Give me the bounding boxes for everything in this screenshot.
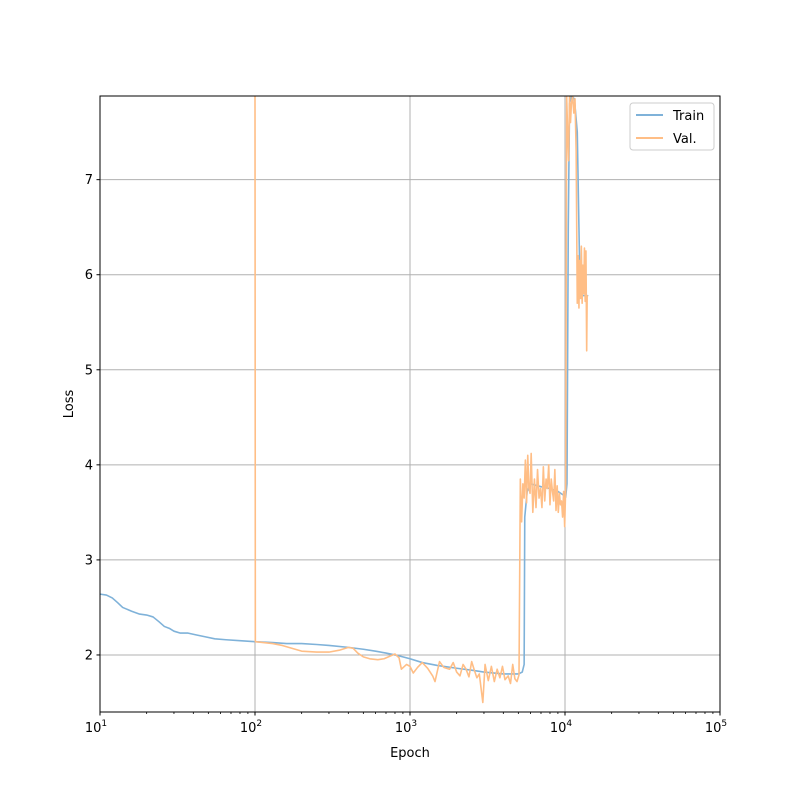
x-axis-label: Epoch [390,746,430,761]
x-tick-exponent: 3 [411,719,417,729]
y-tick-label: 7 [85,173,93,188]
y-tick-label: 3 [85,553,93,568]
y-tick-label: 4 [85,458,93,473]
x-tick-exponent: 5 [721,719,727,729]
x-tick-exponent: 2 [256,719,262,729]
y-tick-label: 2 [85,648,93,663]
y-axis-label: Loss [62,390,77,419]
series-line-val [254,96,588,704]
x-tick-exponent: 1 [101,719,107,729]
x-tick-exponent: 4 [566,719,572,729]
y-tick-label: 5 [85,363,93,378]
series-layer [100,96,589,704]
y-tick-label: 6 [85,268,93,283]
legend-label-train: Train [672,109,704,124]
legend: Train Val. [629,102,715,151]
series-line-train [100,96,589,675]
legend-label-val: Val. [673,132,697,147]
